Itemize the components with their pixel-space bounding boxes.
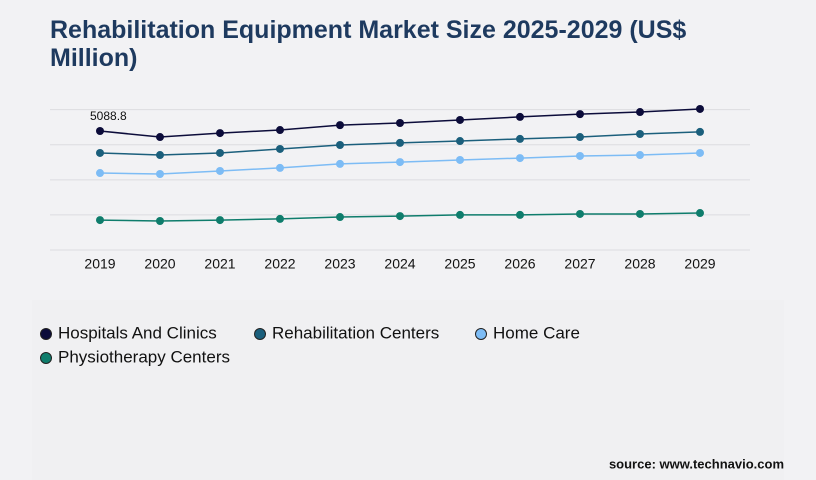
data-point	[576, 110, 584, 119]
data-point	[636, 108, 644, 117]
data-point	[276, 126, 284, 135]
data-point	[456, 155, 464, 164]
chart-title: Rehabilitation Equipment Market Size 202…	[50, 16, 686, 72]
data-point	[96, 126, 104, 135]
data-point	[336, 213, 344, 222]
x-tick-label: 2021	[204, 256, 235, 272]
data-point	[156, 133, 164, 142]
x-tick-label: 2023	[324, 256, 355, 272]
data-point	[336, 140, 344, 149]
data-point	[456, 115, 464, 124]
data-point	[516, 134, 524, 143]
data-point	[396, 158, 404, 167]
legend-label: Hospitals And Clinics	[58, 323, 217, 342]
data-point	[216, 166, 224, 175]
source: source: www.technavio.com	[609, 456, 784, 471]
data-point	[396, 138, 404, 147]
data-point	[636, 130, 644, 138]
data-point	[276, 144, 284, 153]
data-point	[96, 216, 104, 225]
data-point	[516, 112, 524, 121]
data-point	[276, 163, 284, 172]
legend-label: Home Care	[493, 323, 580, 342]
data-point	[156, 151, 164, 160]
data-point	[696, 104, 704, 113]
data-point	[696, 148, 704, 157]
x-tick-label: 2024	[384, 256, 415, 272]
data-point	[216, 216, 224, 225]
data-point	[696, 127, 704, 136]
data-point	[156, 169, 164, 178]
data-label: 5088.8	[90, 109, 127, 123]
data-point	[576, 151, 584, 160]
x-tick-label: 2027	[564, 256, 595, 272]
data-point	[576, 133, 584, 142]
data-point	[516, 210, 524, 219]
data-point	[336, 159, 344, 168]
legend-label: Rehabilitation Centers	[272, 323, 439, 342]
data-point	[516, 154, 524, 163]
data-point	[396, 119, 404, 128]
data-point	[336, 121, 344, 130]
data-point	[576, 209, 584, 218]
data-point	[216, 148, 224, 157]
legend-label: Physiotherapy Centers	[58, 347, 230, 366]
x-tick-label: 2022	[264, 256, 295, 272]
x-tick-label: 2025	[444, 256, 475, 272]
legend-marker	[475, 328, 487, 340]
data-point	[456, 210, 464, 219]
data-point	[696, 209, 704, 218]
data-point	[456, 137, 464, 146]
x-tick-label: 2029	[684, 256, 715, 272]
x-tick-label: 2028	[624, 256, 655, 272]
legend-marker	[254, 328, 266, 340]
x-tick-label: 2020	[144, 256, 175, 272]
x-tick-label: 2026	[504, 256, 535, 272]
data-point	[636, 151, 644, 160]
data-point	[636, 209, 644, 218]
x-tick-label: 2019	[84, 256, 115, 272]
data-point	[276, 214, 284, 223]
data-point	[156, 217, 164, 225]
legend-panel	[32, 300, 784, 480]
data-point	[396, 212, 404, 221]
legend-marker	[40, 352, 52, 364]
data-point	[96, 148, 104, 157]
data-point	[96, 169, 104, 178]
data-point	[216, 129, 224, 138]
legend-marker	[40, 328, 52, 340]
